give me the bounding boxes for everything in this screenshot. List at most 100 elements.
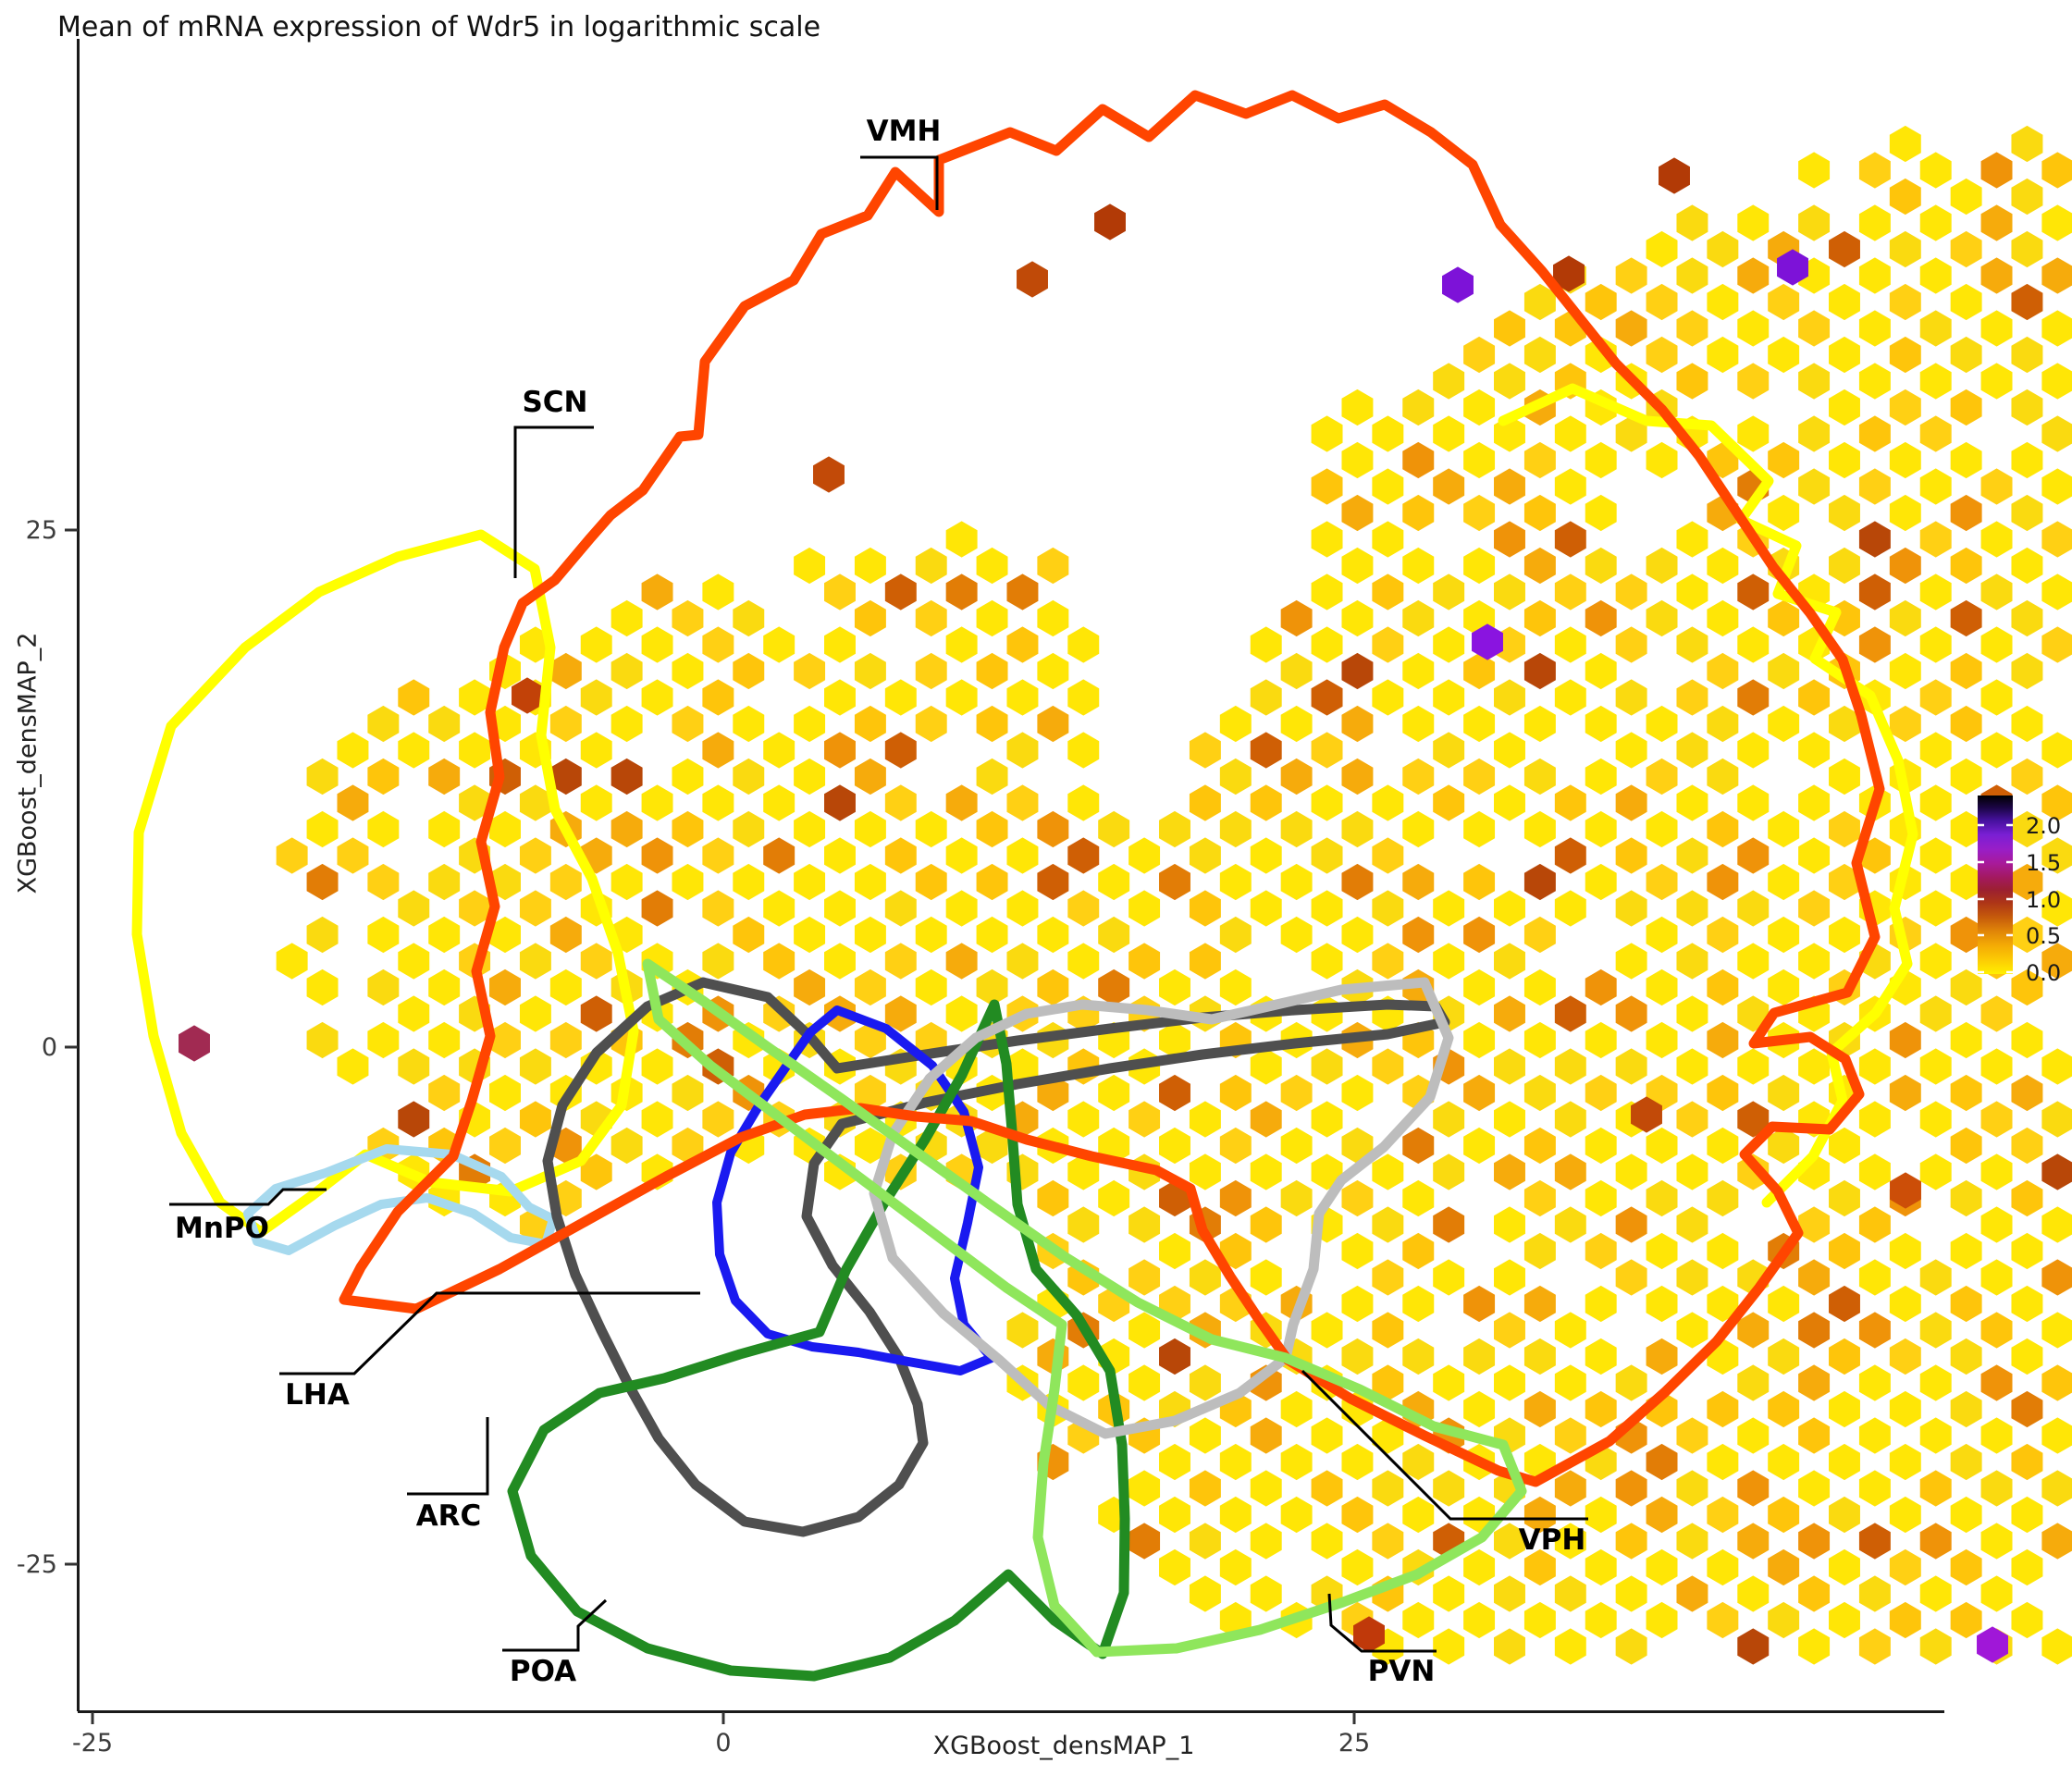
- hex: [1523, 1021, 1556, 1059]
- hex: [1858, 1417, 1891, 1454]
- hex: [1889, 652, 1921, 690]
- hex: [1798, 1417, 1831, 1454]
- hex: [1798, 1206, 1831, 1243]
- hex: [1280, 1496, 1313, 1534]
- hex: [1311, 468, 1343, 505]
- hex: [428, 705, 461, 743]
- hex: [672, 705, 704, 743]
- hex: [1980, 1206, 2013, 1243]
- hex: [1280, 1390, 1313, 1428]
- hex: [1433, 1628, 1465, 1665]
- hex: [1737, 257, 1770, 294]
- hex: [794, 652, 826, 690]
- hex: [306, 758, 339, 796]
- outlier-hex: [1977, 1626, 2008, 1663]
- hex: [1858, 1523, 1891, 1560]
- hex: [337, 837, 369, 874]
- hex: [1250, 626, 1282, 663]
- hex: [1737, 1628, 1770, 1665]
- hex: [1494, 995, 1525, 1032]
- hex: [1402, 1496, 1435, 1534]
- hex: [1950, 652, 1982, 690]
- hex: [1372, 1364, 1404, 1401]
- hex: [1980, 1153, 2013, 1190]
- hex: [1098, 968, 1130, 1006]
- hex: [2011, 283, 2043, 321]
- hex: [1402, 599, 1435, 637]
- hex: [1768, 863, 1800, 901]
- hex: [1402, 863, 1435, 901]
- hex: [1585, 810, 1617, 848]
- hex: [2011, 125, 2043, 163]
- hex: [1919, 784, 1952, 821]
- hex: [1402, 1285, 1435, 1323]
- hex: [1067, 837, 1100, 874]
- hex: [702, 679, 734, 716]
- hex: [672, 1074, 704, 1112]
- hex: [1615, 415, 1647, 452]
- hex: [1463, 1285, 1496, 1323]
- hex: [1858, 1312, 1891, 1349]
- hex: [1798, 1312, 1831, 1349]
- hex: [1737, 1101, 1770, 1138]
- hex: [1372, 626, 1404, 663]
- hex: [1219, 1074, 1252, 1112]
- hex: [1646, 1601, 1678, 1639]
- hex: [1676, 1048, 1708, 1085]
- hex: [428, 863, 461, 901]
- hex: [1311, 626, 1343, 663]
- hex: [1585, 1127, 1617, 1165]
- hex: [1189, 732, 1221, 769]
- hex: [2041, 1364, 2072, 1401]
- hex: [1737, 1364, 1770, 1401]
- hex: [2011, 968, 2043, 1006]
- hex: [1615, 626, 1647, 663]
- hex: [1707, 1390, 1739, 1428]
- hex: [1676, 363, 1708, 400]
- hex: [1950, 705, 1982, 743]
- region-outline-pvn: [642, 958, 1527, 1658]
- hex: [1554, 626, 1586, 663]
- hex: [1523, 441, 1556, 479]
- hex: [2011, 388, 2043, 426]
- hex: [1737, 363, 1770, 400]
- hex: [1494, 732, 1525, 769]
- hex: [1615, 995, 1647, 1032]
- hex: [1829, 705, 1860, 743]
- hex: [1768, 1127, 1800, 1165]
- hex: [1372, 679, 1404, 716]
- hex: [1950, 1179, 1982, 1217]
- hex: [1798, 784, 1831, 821]
- hex: [1311, 943, 1343, 980]
- x-tick-label: 25: [1338, 1729, 1370, 1758]
- hex: [1889, 1285, 1921, 1323]
- hex: [1585, 547, 1617, 585]
- hex: [1341, 810, 1374, 848]
- hex: [1676, 626, 1708, 663]
- hex: [2041, 257, 2072, 294]
- hex: [1067, 1364, 1100, 1401]
- hex: [854, 1021, 886, 1059]
- hex: [1372, 1206, 1404, 1243]
- region-outline-arc: [542, 977, 1450, 1537]
- hex: [1919, 1101, 1952, 1138]
- hex: [1980, 1101, 2013, 1138]
- hex: [1707, 547, 1739, 585]
- hex: [1707, 758, 1739, 796]
- hex: [1159, 1338, 1190, 1375]
- hex: [1280, 1179, 1313, 1217]
- hex: [428, 810, 461, 848]
- hex: [824, 626, 856, 663]
- plot-title: Mean of mRNA expression of Wdr5 in logar…: [57, 11, 821, 43]
- hex: [1159, 1232, 1190, 1270]
- hex: [1523, 283, 1556, 321]
- hex: [1889, 283, 1921, 321]
- x-axis-label: XGBoost_densMAP_1: [932, 1732, 1195, 1760]
- hex: [976, 599, 1008, 637]
- hex: [1615, 890, 1647, 927]
- hex: [1798, 1048, 1831, 1085]
- hex: [1554, 468, 1586, 505]
- hex: [733, 916, 765, 954]
- hex: [489, 968, 521, 1006]
- hex: [1250, 784, 1282, 821]
